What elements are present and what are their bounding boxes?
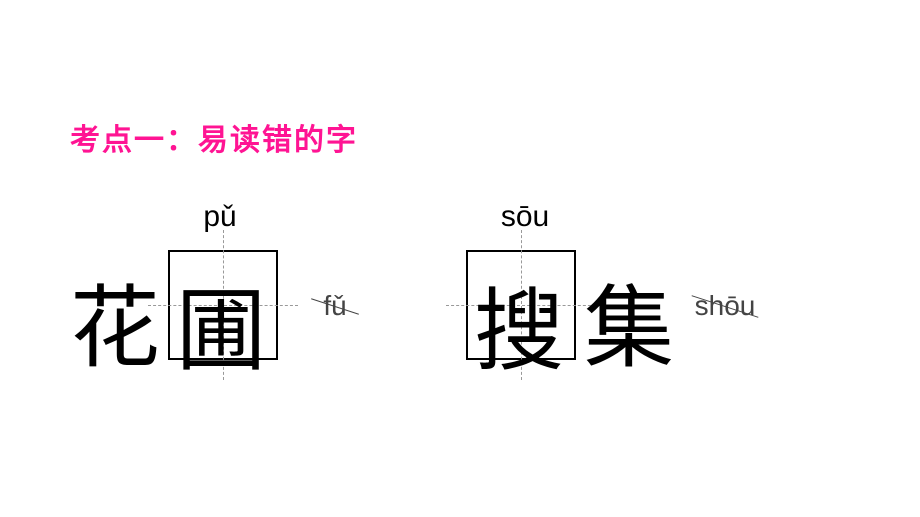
boxed-character: 搜 xyxy=(474,258,564,388)
section-title: 考点一：易读错的字 xyxy=(70,115,358,159)
boxed-character: 圃 xyxy=(176,258,266,388)
character: 集 xyxy=(584,255,674,385)
wrong-pinyin: shōu xyxy=(690,290,760,322)
correct-pinyin: sōu xyxy=(490,200,560,234)
character: 花 xyxy=(70,255,160,385)
wrong-pinyin: fǔ xyxy=(310,290,360,322)
correct-pinyin: pǔ xyxy=(190,200,250,234)
